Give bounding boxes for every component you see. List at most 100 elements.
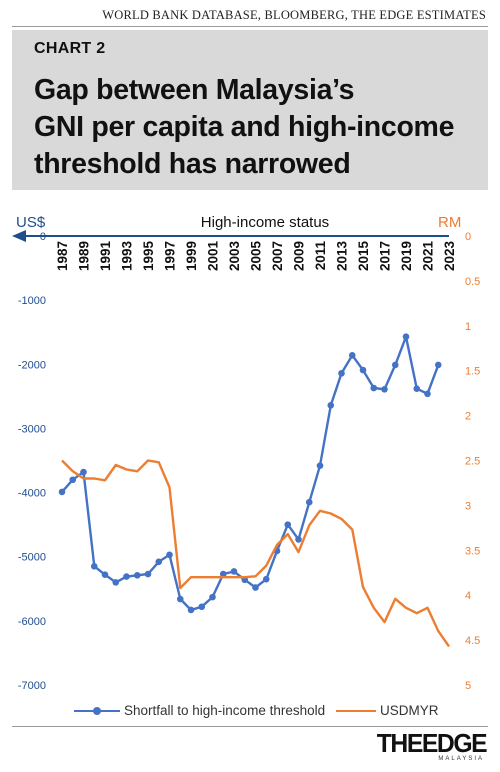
- x-tick-label: 2013: [335, 241, 350, 272]
- high-income-annotation: High-income status: [201, 214, 329, 231]
- right-tick-label: 4.5: [465, 635, 480, 647]
- shortfall-point: [58, 488, 66, 496]
- series-layer: [58, 333, 450, 648]
- right-tick-label: 3: [465, 500, 471, 512]
- left-tick-label: -3000: [18, 423, 46, 435]
- shortfall-point: [424, 390, 431, 398]
- chart-title: Gap between Malaysia’s GNI per capita an…: [34, 72, 484, 183]
- series-line-usdmyr: [61, 459, 450, 648]
- right-tick-label: 4: [465, 590, 471, 602]
- bottom-rule: [12, 726, 488, 727]
- left-axis-unit: US$: [16, 214, 46, 231]
- x-tick-label: 1997: [163, 241, 178, 271]
- shortfall-point: [112, 579, 120, 586]
- left-tick-label: -1000: [18, 295, 46, 307]
- shortfall-point: [252, 584, 259, 591]
- x-tick-label: 2019: [399, 241, 414, 271]
- x-tick-label: 1987: [55, 241, 70, 271]
- shortfall-point: [262, 575, 270, 583]
- logo-wordmark: THEEDGE: [376, 728, 488, 758]
- x-tick-label: 1993: [120, 241, 135, 272]
- axes-layer: [12, 230, 449, 242]
- zero-arrow-head: [12, 230, 26, 242]
- shortfall-point: [133, 572, 141, 579]
- shortfall-point: [316, 462, 324, 469]
- labels-layer: High-income status US$ RM 0 -1000 -2000 -3000 -…: [16, 214, 480, 692]
- shortfall-point: [187, 606, 195, 614]
- legend-item-usdmyr: USDMYR: [336, 703, 439, 718]
- shortfall-point: [90, 563, 98, 570]
- right-tick-label: 2.5: [465, 456, 480, 468]
- x-tick-label: 2007: [270, 241, 285, 271]
- title-line-2: GNI per capita and high-income: [34, 111, 455, 143]
- x-tick-label: 2001: [206, 241, 221, 272]
- legend-label-usdmyr: USDMYR: [380, 703, 439, 718]
- series-line-shortfall: [61, 335, 440, 612]
- shortfall-point: [69, 476, 77, 484]
- x-tick-label: 2021: [421, 241, 436, 272]
- shortfall-point: [413, 385, 421, 392]
- title-line-1: Gap between Malaysia’s: [34, 74, 355, 106]
- x-tick-label: 1995: [141, 241, 156, 272]
- x-tick-label: 1999: [184, 241, 199, 271]
- right-axis-unit: RM: [438, 214, 461, 231]
- right-tick-label: 2: [465, 411, 471, 423]
- shortfall-point: [284, 521, 292, 528]
- shortfall-point: [402, 333, 410, 341]
- title-line-3: threshold has narrowed: [34, 148, 351, 180]
- x-tick-label: 2015: [356, 241, 371, 272]
- x-tick-label: 2005: [249, 241, 264, 272]
- shortfall-point: [219, 570, 227, 578]
- x-tick-label: 2003: [227, 241, 242, 272]
- x-tick-label: 2011: [313, 241, 328, 271]
- shortfall-point: [338, 369, 345, 377]
- left-tick-label: -5000: [18, 552, 46, 564]
- shortfall-point: [348, 352, 356, 359]
- shortfall-point: [144, 570, 152, 578]
- shortfall-point: [101, 571, 109, 578]
- chart-area: High-income status US$ RM 0 -1000 -2000 -3000 -…: [12, 214, 480, 692]
- shortfall-point: [198, 603, 206, 611]
- brand-logo: THEEDGE MALAYSIA: [356, 728, 488, 768]
- x-tick-label: 1991: [98, 241, 113, 272]
- shortfall-point: [155, 558, 163, 566]
- legend-label-shortfall: Shortfall to high-income threshold: [124, 703, 326, 718]
- left-tick-label: 0: [40, 231, 46, 243]
- x-tick-label: 2009: [292, 241, 307, 271]
- shortfall-point: [359, 366, 367, 374]
- shortfall-point: [176, 595, 184, 603]
- right-tick-label: 1: [465, 321, 471, 333]
- shortfall-point: [327, 402, 335, 409]
- right-tick-label: 5: [465, 680, 471, 692]
- source-note: WORLD BANK DATABASE, BLOOMBERG, THE EDGE…: [102, 8, 486, 22]
- shortfall-point: [370, 384, 378, 392]
- shortfall-point: [434, 361, 442, 369]
- shortfall-point: [391, 361, 399, 369]
- right-tick-label: 0.5: [465, 276, 480, 288]
- shortfall-point: [230, 568, 238, 575]
- x-tick-label: 2017: [378, 241, 393, 271]
- x-tick-label: 1989: [77, 241, 92, 271]
- legend-swatch-usdmyr: [336, 704, 376, 718]
- chart-label: CHART 2: [34, 40, 106, 57]
- shortfall-point: [295, 536, 302, 543]
- left-tick-label: -7000: [18, 680, 46, 692]
- header-box: CHART 2 Gap between Malaysia’s GNI per c…: [12, 30, 488, 190]
- legend-item-shortfall: Shortfall to high-income threshold: [74, 703, 325, 718]
- logo-subtitle: MALAYSIA: [438, 756, 484, 762]
- right-tick-label: 3.5: [465, 545, 480, 557]
- right-tick-label: 1.5: [465, 366, 480, 378]
- x-tick-label: 2023: [442, 241, 457, 272]
- left-tick-label: -4000: [18, 488, 46, 500]
- legend: Shortfall to high-income threshold USDMY…: [0, 703, 500, 723]
- shortfall-point: [305, 498, 313, 506]
- top-rule: [12, 26, 488, 27]
- shortfall-point: [381, 386, 388, 393]
- legend-swatch-shortfall: [74, 704, 120, 718]
- shortfall-point: [123, 573, 130, 580]
- left-tick-label: -2000: [18, 359, 46, 371]
- left-tick-label: -6000: [18, 616, 46, 628]
- shortfall-point: [209, 593, 216, 601]
- right-tick-label: 0: [465, 231, 471, 243]
- shortfall-point: [166, 551, 173, 559]
